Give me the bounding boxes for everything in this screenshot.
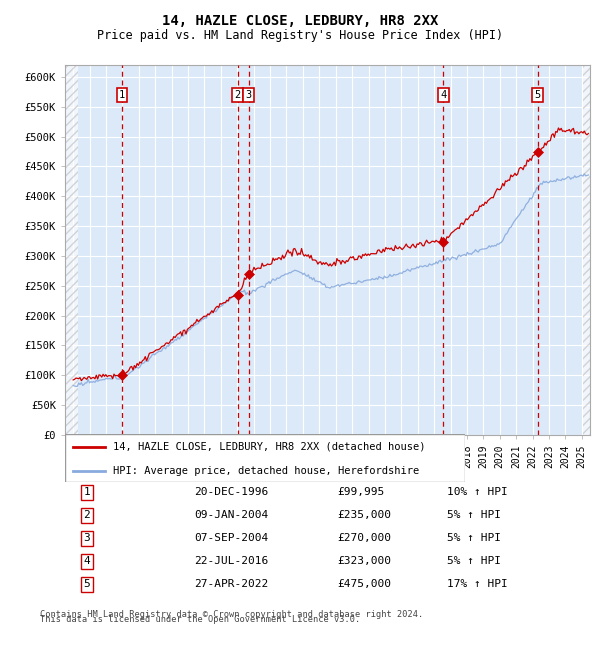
Text: 4: 4 [440,90,446,100]
Text: £99,995: £99,995 [337,488,384,497]
Text: 1: 1 [83,488,90,497]
Text: 10% ↑ HPI: 10% ↑ HPI [447,488,508,497]
Bar [65,65,78,435]
Bar [583,65,590,435]
Text: 17% ↑ HPI: 17% ↑ HPI [447,579,508,589]
Text: 22-JUL-2016: 22-JUL-2016 [194,556,268,566]
Text: 09-JAN-2004: 09-JAN-2004 [194,510,268,520]
Text: £475,000: £475,000 [337,579,391,589]
Text: 2: 2 [235,90,241,100]
Text: 5: 5 [535,90,541,100]
Text: 5% ↑ HPI: 5% ↑ HPI [447,533,501,543]
Text: 14, HAZLE CLOSE, LEDBURY, HR8 2XX (detached house): 14, HAZLE CLOSE, LEDBURY, HR8 2XX (detac… [113,442,425,452]
Text: 5% ↑ HPI: 5% ↑ HPI [447,556,501,566]
Text: 5: 5 [83,579,90,589]
Text: Contains HM Land Registry data © Crown copyright and database right 2024.: Contains HM Land Registry data © Crown c… [40,610,423,619]
Text: £235,000: £235,000 [337,510,391,520]
Text: 2: 2 [83,510,90,520]
FancyBboxPatch shape [65,434,465,482]
Text: 5% ↑ HPI: 5% ↑ HPI [447,510,501,520]
Text: 4: 4 [83,556,90,566]
Text: 3: 3 [83,533,90,543]
Text: £270,000: £270,000 [337,533,391,543]
Text: £323,000: £323,000 [337,556,391,566]
Text: Price paid vs. HM Land Registry's House Price Index (HPI): Price paid vs. HM Land Registry's House … [97,29,503,42]
Text: 1: 1 [119,90,125,100]
Text: 3: 3 [245,90,252,100]
Text: 27-APR-2022: 27-APR-2022 [194,579,268,589]
Text: 20-DEC-1996: 20-DEC-1996 [194,488,268,497]
Text: This data is licensed under the Open Government Licence v3.0.: This data is licensed under the Open Gov… [40,615,360,624]
Text: 07-SEP-2004: 07-SEP-2004 [194,533,268,543]
Text: 14, HAZLE CLOSE, LEDBURY, HR8 2XX: 14, HAZLE CLOSE, LEDBURY, HR8 2XX [162,14,438,29]
Text: HPI: Average price, detached house, Herefordshire: HPI: Average price, detached house, Here… [113,467,419,476]
